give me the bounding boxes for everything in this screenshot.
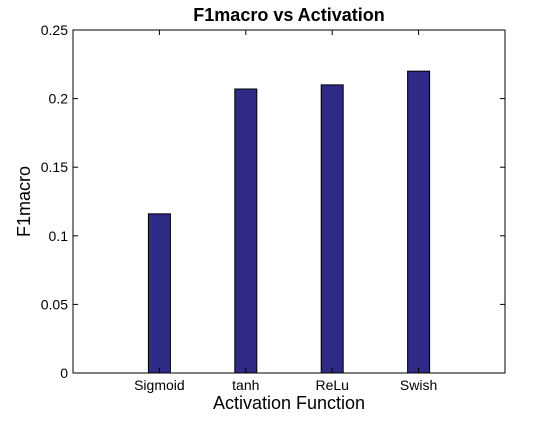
y-axis-title: F1macro xyxy=(14,166,34,237)
bar-tanh xyxy=(234,88,258,374)
y-tick-label: 0.05 xyxy=(41,296,68,312)
x-axis-title: Activation Function xyxy=(213,393,365,413)
y-tick-label: 0.1 xyxy=(49,228,69,244)
x-tick-label: Swish xyxy=(400,377,437,393)
bar-swish xyxy=(407,70,431,374)
bar-sigmoid xyxy=(147,213,171,374)
y-tick-label: 0 xyxy=(60,365,68,381)
plot-area: 0 0.05 0.1 0.15 0.2 0.25 Sigmoid tanh ReLu Swish xyxy=(41,22,506,393)
x-tick-label: ReLu xyxy=(315,377,348,393)
x-tick-label: Sigmoid xyxy=(134,377,185,393)
y-tick-label: 0.15 xyxy=(41,159,68,175)
x-tick-label: tanh xyxy=(232,377,259,393)
y-tick-label: 0.2 xyxy=(49,91,69,107)
bar-relu xyxy=(320,84,344,374)
y-tick-label: 0.25 xyxy=(41,22,68,38)
axes-box xyxy=(72,29,506,374)
chart-title: F1macro vs Activation xyxy=(193,5,384,25)
